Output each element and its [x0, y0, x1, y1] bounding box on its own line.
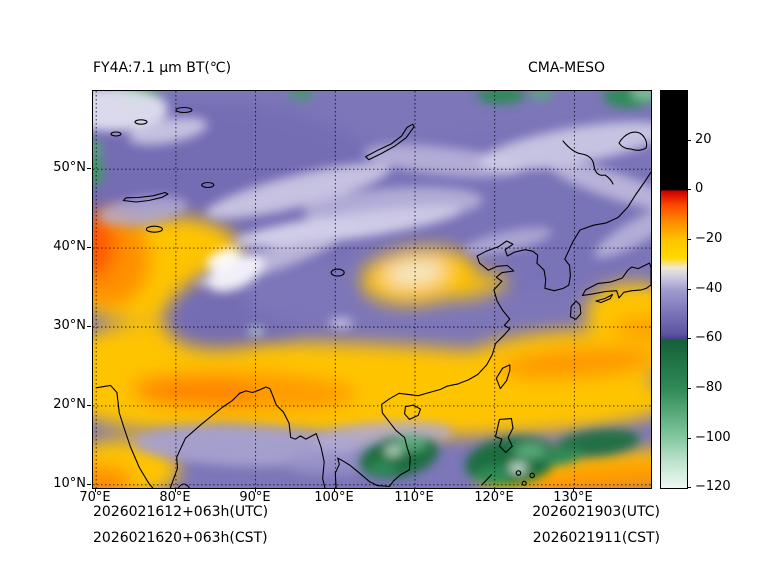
colorbar-gradient	[661, 91, 687, 488]
bt-field-cirrus-wisps	[93, 91, 651, 335]
footer-init-utc: 2026021612+063h(UTC)	[93, 504, 269, 520]
colorbar-tick-label: 20	[695, 132, 712, 147]
colorbar-tick-mark	[687, 338, 691, 339]
x-tick-label: 110°E	[394, 490, 434, 505]
colorbar-tick-mark	[687, 289, 691, 290]
coastlines	[95, 106, 651, 488]
footer-valid-cst: 2026021911(CST)	[532, 530, 660, 546]
colorbar-tick-label: −60	[695, 330, 723, 345]
x-tick-mark	[95, 488, 96, 492]
colorbar-tick-label: −20	[695, 231, 723, 246]
x-tick-label: 100°E	[314, 490, 354, 505]
colorbar-tick-mark	[687, 487, 691, 488]
y-tick-label: 50°N	[53, 160, 86, 175]
y-tick-mark	[87, 326, 91, 327]
x-tick-mark	[573, 488, 574, 492]
colorbar-tick-label: −100	[695, 430, 731, 445]
coastline-misc	[177, 140, 614, 488]
x-tick-mark	[494, 488, 495, 492]
lake-issyk-kul	[145, 225, 163, 233]
y-tick-label: 40°N	[53, 239, 86, 254]
y-tick-mark	[87, 405, 91, 406]
island-visayas-3	[521, 480, 527, 486]
colorbar-tick-mark	[687, 438, 691, 439]
map-plot	[92, 90, 652, 489]
colorbar-tick-label: −120	[695, 479, 731, 494]
x-tick-label: 120°E	[474, 490, 514, 505]
island-visayas-2	[529, 472, 535, 479]
y-tick-mark	[87, 484, 91, 485]
y-tick-label: 30°N	[53, 318, 86, 333]
footer-valid-utc: 2026021903(UTC)	[532, 504, 660, 520]
y-tick-label: 10°N	[53, 476, 86, 491]
y-tick-label: 20°N	[53, 397, 86, 412]
lake-zaysan	[201, 181, 215, 189]
colorbar-tick-label: −40	[695, 281, 723, 296]
colorbar-tick-label: −80	[695, 380, 723, 395]
coastline-mainland-asia	[95, 171, 651, 488]
coastline-lakes	[122, 123, 415, 203]
x-tick-label: 90°E	[239, 490, 271, 505]
graticule-gridlines	[93, 91, 651, 488]
colorbar-tick-mark	[687, 239, 691, 240]
colorbar-tick-mark	[687, 189, 691, 190]
colorbar-tick-mark	[687, 388, 691, 389]
x-tick-mark	[334, 488, 335, 492]
plot-title-right: CMA-MESO	[527, 60, 605, 76]
bt-map-svg	[93, 91, 651, 488]
coastline-islands	[404, 131, 651, 454]
lake-qinghai	[330, 268, 345, 277]
colorbar	[660, 90, 688, 489]
lake-small-1	[110, 131, 122, 137]
island-visayas-1	[515, 470, 522, 476]
x-tick-mark	[255, 488, 256, 492]
footer-init-cst: 2026021620+063h(CST)	[93, 530, 268, 546]
colorbar-tick-mark	[687, 140, 691, 141]
lake-small-3	[175, 106, 193, 114]
x-tick-label: 80°E	[159, 490, 191, 505]
plot-title-left: FY4A:7.1 μm BT(℃)	[93, 60, 232, 76]
x-tick-label: 70°E	[79, 490, 111, 505]
colorbar-tick-label: 0	[695, 181, 704, 196]
lake-small-2	[134, 119, 148, 125]
y-tick-mark	[87, 247, 91, 248]
x-tick-label: 130°E	[553, 490, 593, 505]
x-tick-mark	[175, 488, 176, 492]
x-tick-mark	[414, 488, 415, 492]
y-tick-mark	[87, 168, 91, 169]
